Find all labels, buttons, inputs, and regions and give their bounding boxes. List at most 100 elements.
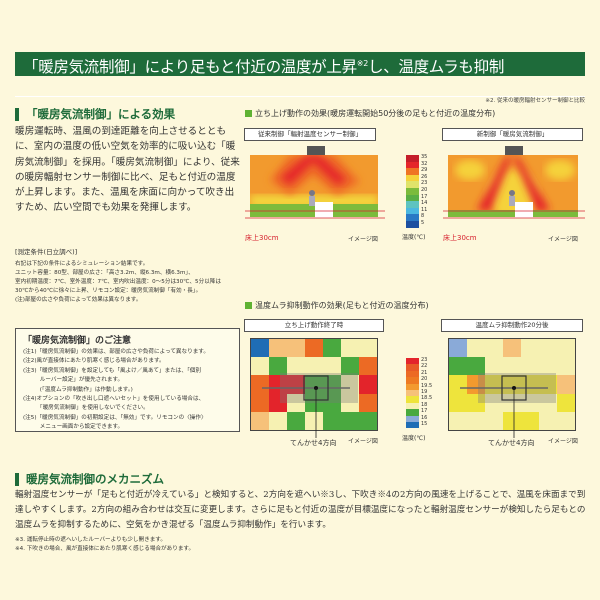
legend-tick-label: 8 (421, 213, 425, 220)
mechanism-body: 輻射温度センサーが「足もと付近が冷えている」と検知すると、2方向を遮へい※3し、… (15, 490, 586, 530)
image-label: イメージ図 (348, 236, 378, 243)
grid-cell (269, 357, 287, 376)
legend-swatch (406, 364, 419, 371)
grid-cell (287, 393, 305, 412)
caution-line: メニュー画面から設定できます。 (23, 424, 124, 431)
grid-cell (449, 411, 467, 430)
grid-cell (359, 357, 377, 376)
grid-cell (557, 411, 575, 430)
grid-cell (503, 375, 521, 394)
legend-title: 温度(℃) (402, 234, 426, 241)
legend-swatch (406, 220, 419, 228)
caution-line: ルーバー設定」が優先されます。 (23, 377, 124, 384)
floor-height-label: 床上30cm (245, 234, 279, 242)
grid-cell (485, 393, 503, 412)
grid-cell (359, 393, 377, 412)
indoor-unit-icon (307, 146, 325, 155)
legend-tick-label: 17 (421, 408, 428, 415)
grid-cell (287, 375, 305, 394)
grid-cell (359, 375, 377, 394)
unevenness-heading: 温度ムラ抑制動作の効果(足もと付近の温度分布) (245, 300, 429, 311)
legend-tick-label: 16 (421, 414, 428, 421)
grid-cell (557, 393, 575, 412)
after-20min-grid (448, 338, 576, 431)
grid-cell (503, 357, 521, 376)
caution-line: 「暖房気流制御」を使用しないでください。 (23, 405, 149, 412)
legend-tick-label: 22 (421, 363, 428, 370)
grid-cell (485, 339, 503, 358)
legend-swatch (406, 161, 419, 169)
grid-cell (467, 357, 485, 376)
legend-tick-label: 23 (421, 180, 428, 187)
grid-cell (251, 393, 269, 412)
legend-swatch (406, 415, 419, 422)
grid-cell (251, 411, 269, 430)
grid-cell (503, 393, 521, 412)
legend-tick-label: 17 (421, 193, 428, 200)
grid-cell (503, 339, 521, 358)
caution-line: (注3)「暖房気流制御」を設定しても「風よけ／風あて」または、「個別 (23, 367, 201, 374)
legend-swatch (406, 187, 419, 195)
legend-swatch (406, 396, 419, 403)
measurement-conditions: [測定条件(日立調べ)] 右記は下記の条件によるシミュレーション結果です。 ユニッ… (15, 248, 245, 305)
legend-swatch (406, 389, 419, 397)
grid-cell (539, 375, 557, 394)
legend-tick-label: 15 (421, 420, 428, 427)
grid-cell (539, 357, 557, 376)
condition-line: 右記は下記の条件によるシミュレーション結果です。 (15, 261, 149, 267)
grid-cell (269, 411, 287, 430)
grid-cell (449, 339, 467, 358)
after-20min-label: 温度ムラ抑制動作20分後 (441, 319, 583, 332)
mechanism-footnote-3: ※3. 運転停止時の遮へいしたルーバーよりも少し開きます。 (15, 537, 166, 543)
legend-tick-label: 18.5 (421, 395, 433, 402)
image-label: イメージ図 (548, 236, 578, 243)
page-title: 「暖房気流制御」により足もと付近の温度が上昇※2し、温度ムラも抑制 (15, 52, 585, 76)
grid-cell (467, 393, 485, 412)
legend-swatch (406, 181, 419, 188)
grid-cell (251, 357, 269, 376)
legend-tick-label: 18 (421, 401, 428, 408)
legend-tick-label: 19.5 (421, 382, 433, 389)
legend-swatch (406, 194, 419, 202)
condition-line: 室内初期温度：7℃、室外温度：7℃、室内吹出温度：0～5分は30℃、5分以降は (15, 279, 221, 285)
legend-swatch (406, 174, 419, 182)
grid-cell (521, 339, 539, 358)
grid-cell (323, 411, 341, 430)
legend-tick-label: 20 (421, 186, 428, 193)
grid-cell (341, 357, 359, 376)
person-at-desk-icon (509, 190, 533, 218)
title-footnote-mark: ※2 (356, 59, 369, 68)
legend-title: 温度(℃) (402, 435, 426, 442)
grid-cell (287, 339, 305, 358)
grid-cell (557, 375, 575, 394)
grid-cell (323, 339, 341, 358)
mechanism-footnote-4: ※4. 下吹きの場合、風が直接体にあたり肌寒く感じる場合があります。 (15, 546, 195, 552)
legend-swatch (406, 168, 419, 175)
legend-swatch (406, 383, 419, 390)
grid-cell (305, 339, 323, 358)
startup-heading-text: 立ち上げ動作の効果(暖房運転開始50分後の足もと付近の温度分布) (255, 109, 496, 118)
legend-swatch (406, 370, 419, 378)
legend-swatch (406, 377, 419, 384)
title-text-end: し、温度ムラも抑制 (368, 58, 505, 77)
new-control-label: 新制御「暖房気流制御」 (442, 128, 583, 141)
floor-height-label: 床上30cm (443, 234, 477, 242)
new-control-heatmap (448, 155, 578, 217)
grid-cell (305, 411, 323, 430)
conditions-title: [測定条件(日立調べ)] (15, 248, 78, 256)
grid-cell (449, 357, 467, 376)
legend-tick-label: 29 (421, 167, 428, 174)
effect-body: 暖房運転時、温風の到達距離を向上させるとともに、室内の温度の低い空気を効率的に吸… (15, 126, 240, 214)
cassette-label: てんかせ4方向 (488, 439, 535, 447)
indoor-unit-icon (505, 146, 523, 155)
grid-cell (341, 375, 359, 394)
green-square-icon (245, 110, 252, 117)
startup-end-label: 立ち上げ動作終了時 (244, 319, 384, 332)
legend-tick-label: 32 (421, 160, 428, 167)
legend-swatch (406, 155, 419, 162)
grid-cell (449, 393, 467, 412)
startup-heading: 立ち上げ動作の効果(暖房運転開始50分後の足もと付近の温度分布) (245, 108, 495, 119)
legend-tick-label: 35 (421, 154, 428, 160)
legend-tick-label: 20 (421, 376, 428, 383)
